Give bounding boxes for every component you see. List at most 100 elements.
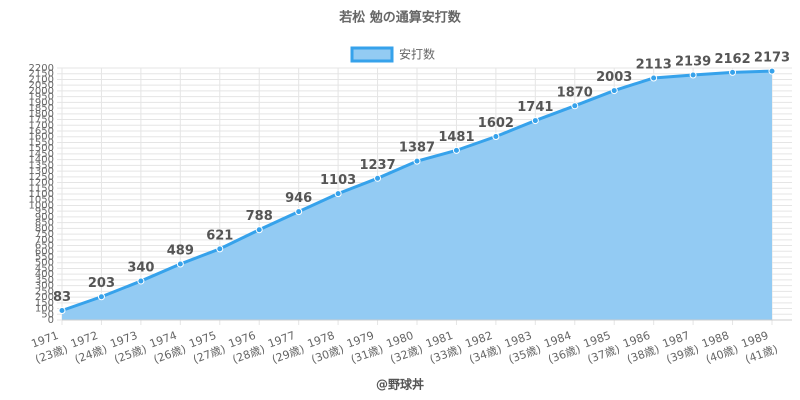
x-tick: 1983(35歳) — [503, 329, 543, 366]
y-tick-label: 500 — [35, 258, 54, 269]
y-tick-label: 1350 — [29, 160, 54, 171]
point — [58, 306, 66, 314]
point — [492, 132, 500, 140]
y-tick-label: 1150 — [29, 183, 54, 194]
value-label: 946 — [285, 191, 312, 206]
y-tick-label: 1900 — [29, 97, 54, 108]
value-label: 2003 — [596, 70, 632, 85]
x-tick: 1984(36歳) — [542, 329, 582, 366]
value-label: 1103 — [320, 173, 356, 188]
point — [413, 157, 421, 165]
y-tick-label: 1650 — [29, 126, 54, 137]
value-label: 1741 — [517, 100, 553, 115]
y-tick-label: 950 — [35, 206, 54, 217]
x-tick: 1988(40歳) — [700, 329, 740, 366]
value-label: 1481 — [438, 130, 474, 145]
x-tick: 1989(41歳) — [740, 329, 780, 366]
y-tick-label: 750 — [35, 229, 54, 240]
x-tick: 1980(32歳) — [385, 329, 425, 366]
y-tick-label: 1100 — [29, 189, 54, 200]
value-label: 2139 — [675, 54, 711, 69]
y-tick-label: 2100 — [29, 74, 54, 85]
point — [768, 67, 776, 75]
point — [137, 277, 145, 285]
point — [650, 74, 658, 82]
y-tick-label: 450 — [35, 263, 54, 274]
legend-swatch — [350, 46, 394, 63]
y-tick-label: 1750 — [29, 115, 54, 126]
legend-label[interactable]: 安打数 — [399, 47, 435, 62]
point — [295, 208, 303, 216]
x-tick: 1986(38歳) — [621, 329, 661, 366]
y-tick-label: 2200 — [29, 63, 54, 74]
footer: @野球丼 — [376, 377, 424, 392]
y-tick-label: 1300 — [29, 166, 54, 177]
x-tick: 1981(33歳) — [424, 329, 464, 366]
x-tick: 1976(28歳) — [227, 329, 267, 366]
x-tick: 1971(23歳) — [30, 329, 70, 366]
point — [610, 87, 618, 95]
value-label: 621 — [206, 228, 233, 243]
y-tick-label: 200 — [35, 292, 54, 303]
point — [729, 68, 737, 76]
y-tick-label: 50 — [41, 309, 54, 320]
value-label: 2173 — [754, 51, 790, 66]
y-tick-label: 550 — [35, 252, 54, 263]
value-label: 2113 — [636, 57, 672, 72]
y-tick-label: 350 — [35, 275, 54, 286]
chart-title: 若松 勉の通算安打数 — [338, 10, 462, 26]
value-label: 83 — [53, 290, 71, 305]
y-tick-label: 1400 — [29, 155, 54, 166]
y-tick-label: 600 — [35, 246, 54, 257]
x-tick: 1972(24歳) — [69, 329, 109, 366]
y-tick-label: 2050 — [29, 80, 54, 91]
point — [689, 71, 697, 79]
value-label: 340 — [127, 261, 154, 276]
y-tick-label: 300 — [35, 281, 54, 292]
value-label: 489 — [167, 243, 194, 258]
y-tick-label: 0 — [48, 315, 54, 326]
point — [97, 293, 105, 301]
point — [571, 102, 579, 110]
y-tick-label: 700 — [35, 235, 54, 246]
value-label: 1870 — [557, 85, 593, 100]
y-tick-label: 1600 — [29, 132, 54, 143]
x-tick: 1974(26歳) — [148, 329, 188, 366]
value-label: 1387 — [399, 141, 435, 156]
y-tick-label: 400 — [35, 269, 54, 280]
point — [374, 174, 382, 182]
x-tick: 1975(27歳) — [187, 329, 227, 366]
y-tick-label: 650 — [35, 241, 54, 252]
point — [452, 146, 460, 154]
x-tick: 1977(29歳) — [266, 329, 306, 366]
value-label: 1602 — [478, 116, 514, 131]
value-label: 1237 — [359, 158, 395, 173]
y-tick-label: 1000 — [29, 200, 54, 211]
y-tick-label: 1950 — [29, 92, 54, 103]
y-tick-label: 1550 — [29, 137, 54, 148]
x-tick: 1982(34歳) — [463, 329, 503, 366]
x-tick: 1985(37歳) — [582, 329, 622, 366]
y-tick-label: 1450 — [29, 149, 54, 160]
point — [176, 260, 184, 268]
y-tick-label: 1250 — [29, 172, 54, 183]
x-tick: 1978(30歳) — [306, 329, 346, 366]
point — [334, 190, 342, 198]
y-tick-label: 800 — [35, 223, 54, 234]
y-tick-label: 100 — [35, 304, 54, 315]
y-tick-label: 2000 — [29, 86, 54, 97]
y-tick-label: 1500 — [29, 143, 54, 154]
value-label: 203 — [88, 276, 115, 291]
y-tick-label: 1700 — [29, 120, 54, 131]
point — [216, 245, 224, 253]
point — [531, 117, 539, 125]
y-tick-label: 850 — [35, 218, 54, 229]
value-label: 788 — [246, 209, 273, 224]
point — [255, 226, 263, 234]
y-tick-label: 2150 — [29, 69, 54, 80]
y-tick-label: 250 — [35, 286, 54, 297]
y-tick-label: 1800 — [29, 109, 54, 120]
x-tick: 1973(25歳) — [108, 329, 148, 366]
y-tick-label: 900 — [35, 212, 54, 223]
